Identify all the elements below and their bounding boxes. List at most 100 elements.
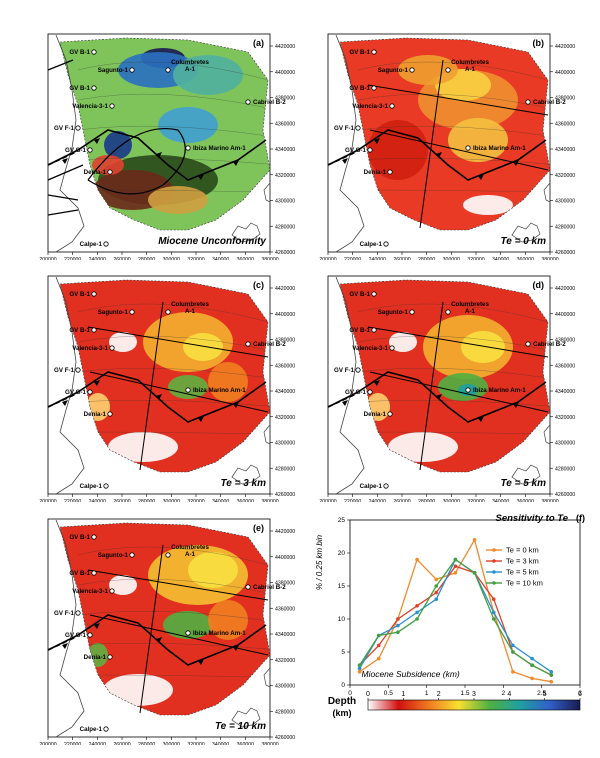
panel-letter: (a) xyxy=(253,38,264,48)
section-line xyxy=(369,129,549,171)
y-tick-label: 4320000 xyxy=(275,658,295,664)
x-tick-label: 260000 xyxy=(113,499,130,502)
y-tick-label: 4260000 xyxy=(555,492,575,498)
fault-line xyxy=(47,59,74,71)
well-label: Columbretes xyxy=(451,59,489,66)
panel-caption: Te = 10 km xyxy=(215,721,266,732)
panel-letter: (d) xyxy=(533,280,545,290)
thrust-tooth xyxy=(342,400,348,406)
series-point xyxy=(415,610,419,615)
series-point xyxy=(376,633,381,638)
thrust-tooth xyxy=(374,138,380,144)
depth-patch xyxy=(92,155,124,175)
well-label: Calpe-1 xyxy=(360,241,383,248)
series-point xyxy=(357,666,362,671)
well-marker xyxy=(389,345,395,351)
y-tick-label: 4340000 xyxy=(555,389,575,395)
contour-line xyxy=(357,125,549,137)
legend-title: Depth xyxy=(328,696,356,707)
y-tick-label: 4400000 xyxy=(275,312,295,318)
thrust-tooth xyxy=(198,174,204,180)
series-point xyxy=(415,617,419,621)
y-tick-label: 4360000 xyxy=(555,121,575,127)
well-label: GV F-1 xyxy=(54,367,74,374)
section-line xyxy=(367,326,549,358)
coastline xyxy=(55,276,85,495)
x-tick-label: 200000 xyxy=(39,499,56,502)
x-tick-label: 200000 xyxy=(39,257,56,260)
well-label: Valencia-3-1 xyxy=(72,345,108,352)
map-panel-b: GV B-1 Sagunto-1 Columbretes A-1 GV B-1 Valen… xyxy=(318,30,588,260)
panel-letter: (b) xyxy=(533,38,545,48)
y-tick-label: 4360000 xyxy=(275,363,295,369)
depth-patch xyxy=(148,186,208,214)
colorbar-tick-label: 4 xyxy=(507,691,511,698)
y-tick-label: 4380000 xyxy=(555,96,575,102)
well-label: GV G-1 xyxy=(65,389,87,396)
well-label: A-1 xyxy=(465,66,476,73)
y-tick-label: 4300000 xyxy=(275,684,295,690)
well-label: Valencia-3-1 xyxy=(72,103,108,110)
well-label: GV G-1 xyxy=(65,632,87,639)
coastline xyxy=(55,34,85,253)
y-tick-label: 4420000 xyxy=(275,44,295,50)
y-tick-label: 4420000 xyxy=(555,286,575,292)
series-point xyxy=(491,617,496,621)
x-tick-label: 320000 xyxy=(467,257,484,260)
x-tick-label: 220000 xyxy=(64,742,81,745)
well-label: Calpe-1 xyxy=(80,483,103,490)
series-point xyxy=(549,673,554,677)
plot-y-tick-label: 15 xyxy=(338,583,346,590)
well-marker xyxy=(165,67,171,73)
series-point xyxy=(376,656,381,661)
plot-x-tick-label: 1.5 xyxy=(460,690,469,695)
well-label: GV F-1 xyxy=(54,610,74,617)
x-tick-label: 360000 xyxy=(517,257,534,260)
section-line xyxy=(367,84,549,116)
island-outline xyxy=(511,464,541,485)
well-label: Ibiza Marino Am-1 xyxy=(193,630,246,637)
well-marker xyxy=(87,389,93,395)
well-marker xyxy=(367,147,373,153)
well-marker xyxy=(383,483,389,489)
well-marker xyxy=(185,387,191,393)
y-tick-label: 4320000 xyxy=(555,173,575,179)
contour-line xyxy=(357,335,549,351)
legend-unit: (km) xyxy=(332,708,351,718)
x-tick-label: 360000 xyxy=(517,499,534,502)
island-outline xyxy=(231,464,261,485)
thrust-tooth xyxy=(198,659,204,665)
contour-line xyxy=(77,125,269,137)
x-tick-label: 360000 xyxy=(237,742,254,745)
contour-line xyxy=(357,400,549,407)
map-panel-a: GV B-1 Sagunto-1 Columbretes A-1 GV B-1 Valen… xyxy=(38,30,308,260)
x-tick-label: 280000 xyxy=(138,499,155,502)
well-label: Calpe-1 xyxy=(80,241,103,248)
series-point xyxy=(434,577,439,582)
series-point xyxy=(511,643,515,648)
island-outline xyxy=(543,424,551,445)
well-marker xyxy=(465,145,471,151)
well-label: Valencia-3-1 xyxy=(72,588,108,595)
y-tick-label: 4300000 xyxy=(555,441,575,447)
y-tick-label: 4280000 xyxy=(555,224,575,230)
well-label: GV B-1 xyxy=(349,85,370,92)
well-marker xyxy=(103,483,109,489)
x-tick-label: 240000 xyxy=(369,257,386,260)
contour-line xyxy=(77,335,269,351)
x-tick-label: 200000 xyxy=(319,499,336,502)
well-label: Cabriel B-2 xyxy=(253,584,286,591)
well-marker xyxy=(129,67,135,73)
colorbar-tick-label: 1 xyxy=(401,691,405,698)
series-point xyxy=(511,670,515,674)
y-tick-label: 4340000 xyxy=(275,147,295,153)
well-marker xyxy=(409,309,415,315)
basin-outline xyxy=(339,37,551,231)
depth-patch xyxy=(208,600,248,640)
x-tick-label: 240000 xyxy=(89,499,106,502)
well-marker xyxy=(91,327,97,333)
plot-xlabel: Miocene Subsidence (km) xyxy=(362,669,460,679)
well-label: GV F-1 xyxy=(54,125,74,132)
